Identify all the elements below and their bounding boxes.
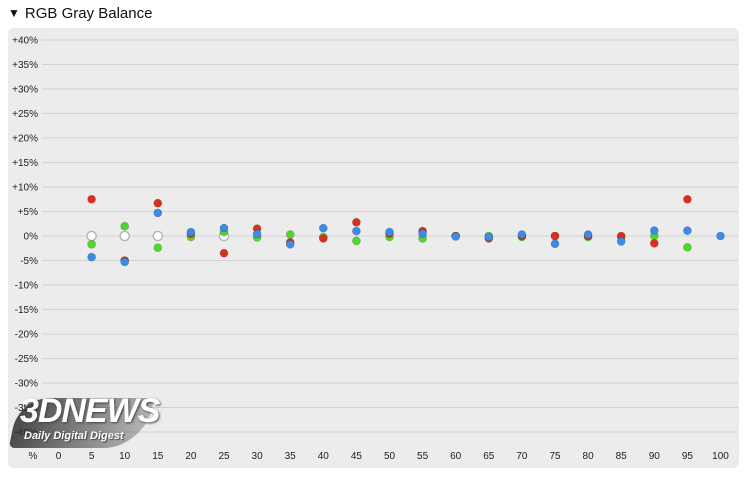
data-point: [120, 221, 129, 231]
x-tick-label: 75: [549, 451, 561, 462]
data-point: [252, 229, 262, 239]
data-point: [649, 226, 659, 235]
y-tick-label: -25%: [15, 354, 38, 365]
y-tick-label: +5%: [18, 207, 38, 218]
x-tick-label: 40: [318, 451, 330, 462]
data-point: [219, 248, 229, 258]
data-point: [716, 231, 725, 241]
data-point: [583, 230, 593, 239]
neutral-point: [86, 230, 97, 242]
data-point: [385, 227, 394, 237]
y-tick-label: -5%: [20, 256, 38, 267]
data-point: [318, 223, 328, 233]
data-point: [87, 252, 96, 262]
x-tick-label: 50: [384, 451, 396, 462]
data-point: [153, 208, 163, 218]
data-point: [649, 239, 659, 248]
y-tick-label: -15%: [15, 305, 38, 316]
x-tick-label: %: [29, 451, 38, 462]
data-point: [318, 234, 328, 243]
x-tick-label: 80: [583, 451, 595, 462]
data-points: [86, 194, 725, 267]
data-point: [87, 240, 96, 249]
data-point: [87, 194, 96, 204]
watermark-brand: 3DNEWS: [20, 392, 160, 430]
data-point: [418, 229, 427, 238]
y-tick-label: +30%: [12, 85, 38, 96]
data-point: [153, 198, 163, 208]
data-point: [683, 194, 692, 204]
x-tick-label: 60: [450, 451, 462, 462]
data-point: [219, 223, 229, 233]
x-tick-label: 30: [252, 451, 264, 462]
data-point: [550, 239, 560, 249]
y-tick-label: +35%: [12, 60, 38, 71]
data-point: [120, 257, 129, 267]
data-point: [683, 242, 692, 252]
data-point: [484, 232, 494, 242]
y-tick-label: -20%: [15, 330, 38, 341]
x-tick-label: 70: [516, 451, 528, 462]
x-tick-label: 25: [218, 451, 230, 462]
x-tick-label: 35: [285, 451, 297, 462]
watermark-tagline: Daily Digital Digest: [24, 430, 124, 442]
data-point: [352, 226, 361, 236]
y-tick-labels: +40% +35% +30% +25% +20% +15% +10% +5% 0% -5% -10%…: [12, 36, 38, 439]
y-tick-label: +10%: [12, 183, 38, 194]
data-point: [616, 237, 626, 246]
y-tick-label: +15%: [12, 158, 38, 169]
chart-panel: [8, 28, 739, 468]
data-point: [285, 230, 295, 239]
data-point: [517, 230, 527, 239]
data-point: [352, 217, 361, 227]
x-tick-label: 100: [712, 451, 729, 462]
y-tick-label: +25%: [12, 109, 38, 120]
data-point: [352, 236, 361, 246]
watermark-logo: 3DNEWS Daily Digital Digest: [8, 388, 160, 458]
x-tick-label: 0: [56, 451, 62, 462]
x-tick-label: 85: [616, 451, 628, 462]
x-tick-label: 55: [417, 451, 429, 462]
x-tick-label: 45: [351, 451, 363, 462]
data-point: [285, 240, 295, 249]
data-point: [550, 231, 560, 241]
x-tick-labels: % 0 5 10 15 20 25 30 35 40 45 50 55 60 65 70 75 80 85 90 95 1…: [29, 451, 730, 462]
x-tick-label: 10: [119, 451, 131, 462]
x-tick-label: 90: [649, 451, 661, 462]
x-tick-label: 5: [89, 451, 95, 462]
data-point: [153, 243, 163, 253]
x-tick-label: 95: [682, 451, 694, 462]
y-tick-label: +20%: [12, 134, 38, 145]
chart-header[interactable]: ▼ RGB Gray Balance: [8, 2, 152, 24]
neutral-point: [152, 230, 164, 242]
data-point: [451, 232, 461, 241]
x-tick-label: 15: [152, 451, 164, 462]
y-tick-label: -30%: [15, 379, 38, 390]
y-tick-label: -10%: [15, 281, 38, 292]
data-point: [186, 227, 196, 237]
x-tick-label: 65: [483, 451, 495, 462]
data-point: [683, 226, 692, 235]
x-tick-label: 20: [185, 451, 197, 462]
neutral-point: [119, 230, 130, 242]
y-tick-label: +40%: [12, 36, 38, 47]
disclosure-triangle-icon[interactable]: ▼: [8, 6, 20, 20]
y-tick-label: 0%: [24, 232, 39, 243]
chart-title: RGB Gray Balance: [24, 4, 153, 22]
